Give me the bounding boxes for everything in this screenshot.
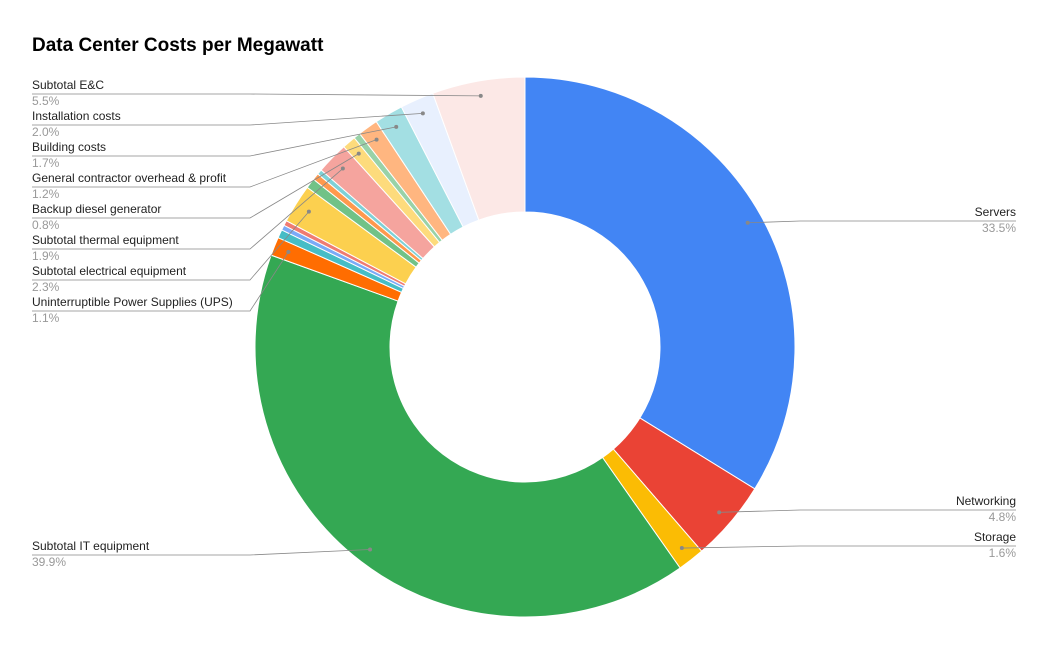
slice-value-label: 1.6% <box>989 546 1017 560</box>
slice-label: Networking <box>956 494 1016 508</box>
leader-dot <box>306 209 311 214</box>
leader-dot <box>340 166 345 171</box>
slice-label: Servers <box>975 205 1016 219</box>
leader-dot <box>478 93 483 98</box>
slice-value-label: 1.2% <box>32 187 60 201</box>
slice <box>432 76 526 221</box>
slice-label: Subtotal E&C <box>32 78 104 92</box>
leader-dot <box>745 220 750 225</box>
slice <box>524 76 796 490</box>
leader-dot <box>394 124 399 129</box>
slice-value-label: 1.7% <box>32 156 60 170</box>
slice-label: Backup diesel generator <box>32 202 161 216</box>
leader-line <box>681 545 1016 549</box>
slice-value-label: 2.3% <box>32 280 60 294</box>
leader-line <box>32 211 310 281</box>
leader-line <box>32 168 344 250</box>
slice-value-label: 4.8% <box>989 510 1017 524</box>
leader-dot <box>286 249 291 254</box>
slice-value-label: 1.9% <box>32 249 60 263</box>
slice <box>254 254 681 618</box>
leader-line <box>32 126 397 157</box>
leader-line <box>32 112 423 126</box>
leader-dot <box>679 546 684 551</box>
leader-line <box>32 153 359 219</box>
leader-line <box>32 251 289 312</box>
leader-dot <box>717 510 722 515</box>
slice-label: Building costs <box>32 140 106 154</box>
leader-dot <box>420 111 425 116</box>
slice-value-label: 2.0% <box>32 125 60 139</box>
chart-title: Data Center Costs per Megawatt <box>32 35 324 56</box>
slice-label: Storage <box>974 530 1016 544</box>
leader-line <box>32 139 377 188</box>
slice-label: Subtotal IT equipment <box>32 539 150 553</box>
slice-value-label: 0.8% <box>32 218 60 232</box>
leader-dot <box>356 151 361 156</box>
leader-line <box>747 220 1016 224</box>
slice-label: Subtotal thermal equipment <box>32 233 179 247</box>
leader-dot <box>368 547 373 552</box>
slice-value-label: 39.9% <box>32 555 66 569</box>
slice-value-label: 5.5% <box>32 94 60 108</box>
leader-line <box>719 509 1016 513</box>
slice-value-label: 1.1% <box>32 311 60 325</box>
leader-dot <box>374 137 379 142</box>
slice-label: General contractor overhead & profit <box>32 171 227 185</box>
slice-label: Uninterruptible Power Supplies (UPS) <box>32 295 233 309</box>
leader-line <box>32 93 481 97</box>
leader-line <box>32 549 371 556</box>
slice-value-label: 33.5% <box>982 221 1016 235</box>
slice-label: Subtotal electrical equipment <box>32 264 187 278</box>
slice-label: Installation costs <box>32 109 121 123</box>
